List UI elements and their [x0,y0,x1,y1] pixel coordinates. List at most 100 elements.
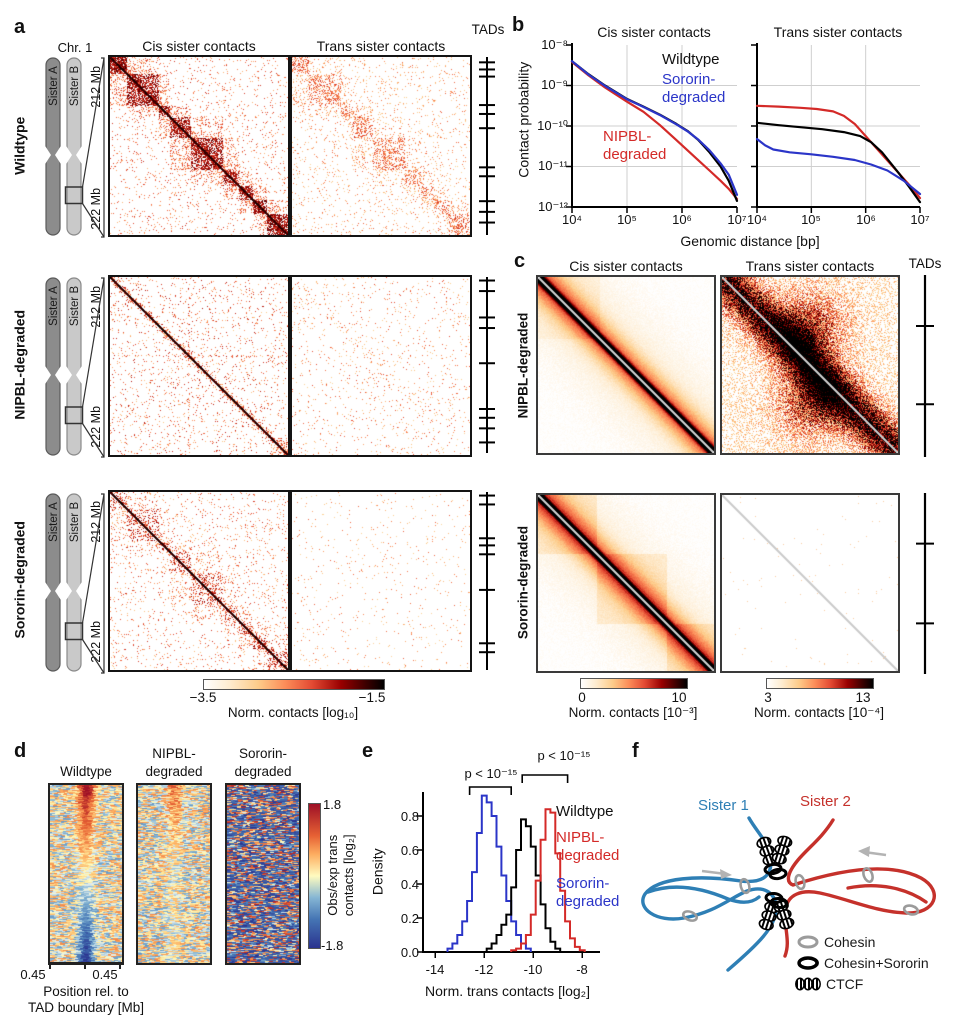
a-header-trans: Trans sister contacts [316,38,446,54]
panel-b-label: b [512,14,525,36]
ctcf-stack-top [756,835,793,866]
cohesin-rings [681,866,920,922]
e-histogram-plot [417,774,600,958]
e-legend-nipbl-2: degraded [556,847,620,864]
b-legend-nipbl-1: NIPBL- [603,128,652,145]
c-tads-label: TADs [908,256,942,271]
b-ytick: 10⁻¹¹ [538,158,568,173]
e-legend-sororin-1: Sororin- [556,875,610,892]
e-xtick: -10 [523,962,543,977]
svg-text:Sister A: Sister A [48,66,60,106]
colorbar-d-max: 1.8 [323,797,342,812]
colorbar-d-min: -1.8 [321,938,344,953]
c-header-cis: Cis sister contacts [569,258,683,274]
heatmap-c-sororin-trans [722,495,898,671]
cohesin-sororin-rings [763,862,789,910]
e-pvalue-2: p < 10⁻¹⁵ [537,748,591,763]
d-xtick-left: 0.45 [20,967,46,982]
a-row-label-nipbl: NIPBL-degraded [11,309,28,420]
e-ytick: 0.6 [400,843,419,858]
a-tads-label: TADs [471,22,505,37]
b-xtick: 10⁶ [672,212,692,227]
e-legend-wildtype: Wildtype [556,803,614,820]
e-legend-nipbl-1: NIPBL- [556,829,605,846]
d-header-sororin-2: degraded [234,764,292,779]
panel-c-label: c [514,250,526,272]
d-xtick-right: 0.45 [92,967,118,982]
c-row-label-sororin: Sororin-degraded [515,525,531,640]
colorbar-c-trans-title: Norm. contacts [10⁻⁴] [754,705,884,720]
b-xtick: 10⁴ [561,212,583,227]
b-xtick: 10⁶ [856,212,876,227]
heatmap-c-nipbl-cis [538,277,714,453]
colorbar-c-cis-title: Norm. contacts [10⁻³] [568,705,698,720]
heatmap-c-sororin-cis [538,495,714,671]
heatmap-d-sororin [227,785,299,963]
b-legend-sororin-1: Sororin- [662,71,716,88]
panel-f-label: f [632,740,639,762]
legend-ctcf-icon [795,977,821,991]
heatmap-sororin-cis [110,492,288,670]
heatmap-nipbl-cis [110,277,288,455]
heatmap-sororin-trans [292,492,470,670]
e-legend-sororin-2: degraded [556,893,620,910]
a-header-cis: Cis sister contacts [142,38,256,54]
b-legend-wildtype: Wildtype [662,51,720,68]
b-xlabel: Genomic distance [bp] [680,233,820,249]
chr1-label: Chr. 1 [57,40,93,55]
tad-boundary-track-a [479,57,495,670]
b-xtick: 10⁷ [727,212,747,227]
legend-cohesin-sororin-label: Cohesin+Sororin [824,955,929,971]
sister2-label: Sister 2 [800,793,851,810]
a-row-label-wildtype: Wildtype [11,116,28,175]
colorbar-c-trans-min: 3 [764,690,772,705]
c-header-trans: Trans sister contacts [745,258,875,274]
colorbar-d-title: Obs/exp trans contacts [log₂] [325,800,358,950]
legend-cohesin-label: Cohesin [824,934,875,950]
b-xtick: 10⁷ [910,212,930,227]
b-legend-nipbl-2: degraded [603,146,667,163]
heatmap-d-nipbl [138,785,210,963]
e-ytick: 0.4 [400,877,419,892]
e-xlabel: Norm. trans contacts [log₂] [425,983,590,999]
e-xtick: -12 [474,962,494,977]
panel-a-label: a [14,16,26,38]
heatmap-wildtype-cis [110,57,288,235]
d-xaxis-tick [84,964,86,969]
colorbar-c-cis-min: 0 [578,690,586,705]
b-ytick: 10⁻⁸ [541,37,568,52]
d-xlabel-2: TAD boundary [Mb] [27,1000,145,1015]
d-header-sororin-1: Sororin- [238,746,287,761]
colorbar-c-trans [766,678,874,689]
extrusion-arrow-left-head [720,869,732,879]
d-xaxis-tick [119,964,121,969]
extrusion-arrow-right-head [858,846,870,857]
colorbar-c-cis-max: 10 [671,690,687,705]
e-ytick: 0.8 [400,809,419,824]
chromosome-schematic-sororin: Sister A Sister B [44,493,105,674]
svg-text:Sister A: Sister A [48,502,60,542]
b-legend-sororin-2: degraded [662,89,726,106]
b-xtick: 10⁴ [746,212,768,227]
colorbar-a-min: −3.5 [189,690,217,705]
a-row-label-sororin: Sororin-degraded [11,521,28,639]
colorbar-c-trans-max: 13 [855,690,871,705]
sister1-label: Sister 1 [698,797,749,814]
colorbar-a-title: Norm. contacts [log₁₀] [227,705,359,720]
b-ytick: 10⁻⁹ [541,77,568,92]
colorbar-d [308,803,321,949]
colorbar-d-title-line2: contacts [log₂] [341,834,356,917]
heatmap-d-wildtype [50,785,122,963]
d-header-nipbl-2: degraded [145,764,203,779]
c-row-label-nipbl: NIPBL-degraded [515,312,531,419]
ctcf-stack-bottom [758,900,795,931]
sister1-strand-crossing [646,885,761,904]
svg-text:Sister B: Sister B [69,286,81,327]
colorbar-a-max: −1.5 [358,690,386,705]
svg-text:Sister A: Sister A [48,286,60,326]
e-xtick: -8 [576,962,588,977]
heatmap-nipbl-trans [292,277,470,455]
e-ylabel: Density [369,848,386,896]
tad-boundary-track-c [916,275,934,674]
